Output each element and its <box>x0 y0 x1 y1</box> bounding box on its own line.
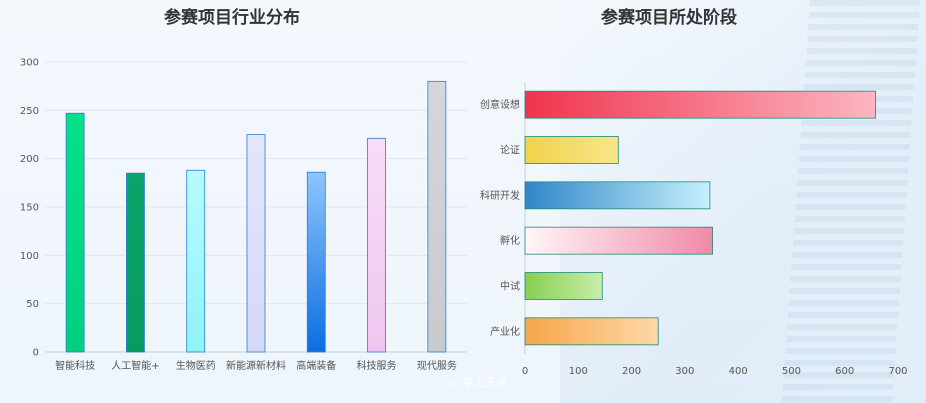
y-tick-label: 0 <box>33 348 39 359</box>
x-tick-label: 现代服务 <box>417 359 457 372</box>
bar <box>524 181 711 210</box>
bar <box>524 136 619 164</box>
right-chart-title: 参赛项目所处阶段 <box>601 7 737 28</box>
y-tick-label: 中试 <box>500 280 520 293</box>
x-tick-label: 智能科技 <box>55 359 95 372</box>
x-tick-label: 300 <box>675 366 694 377</box>
x-tick-label: 生物医药 <box>176 359 216 372</box>
y-tick-label: 创意设想 <box>480 98 520 111</box>
bar <box>524 90 877 119</box>
y-tick-label: 论证 <box>500 144 520 157</box>
x-tick-label: 400 <box>729 366 748 377</box>
y-tick-label: 孵化 <box>500 234 520 247</box>
x-tick-label: 500 <box>782 366 801 377</box>
y-tick-label: 200 <box>20 154 39 165</box>
x-tick-label: 700 <box>888 366 907 377</box>
x-tick-label: 新能源新材料 <box>226 359 286 372</box>
x-tick-label: 200 <box>622 366 641 377</box>
bar <box>524 272 603 300</box>
x-tick-label: 600 <box>835 366 854 377</box>
industry-bar-chart: 0 50 100 150 200 250 300 智能科技 人工智能+ 生物医药 新能源新材料 高端装… <box>20 58 467 372</box>
y-tick-label: 300 <box>20 58 39 69</box>
y-tick-label: 250 <box>20 106 39 117</box>
x-tick-label: 科技服务 <box>357 359 397 372</box>
x-tick-label: 人工智能+ <box>111 359 159 372</box>
x-tick-label: 高端装备 <box>296 359 336 372</box>
bar <box>186 169 206 353</box>
watermark: © 掌上天津 <box>449 375 508 389</box>
bar <box>524 317 659 346</box>
y-tick-label: 150 <box>20 203 39 214</box>
left-chart-title: 参赛项目行业分布 <box>164 7 300 28</box>
y-tick-label: 100 <box>20 251 39 262</box>
bar <box>126 172 145 353</box>
x-tick-label: 100 <box>569 366 588 377</box>
x-tick-label: 0 <box>522 366 528 377</box>
y-tick-label: 50 <box>26 299 39 310</box>
y-tick-label: 科研开发 <box>480 189 520 202</box>
bar <box>367 137 386 353</box>
bar <box>306 171 326 353</box>
bar <box>246 134 266 353</box>
bar <box>524 226 713 255</box>
y-tick-label: 产业化 <box>490 325 520 338</box>
bar <box>427 80 447 353</box>
bar <box>65 112 85 353</box>
